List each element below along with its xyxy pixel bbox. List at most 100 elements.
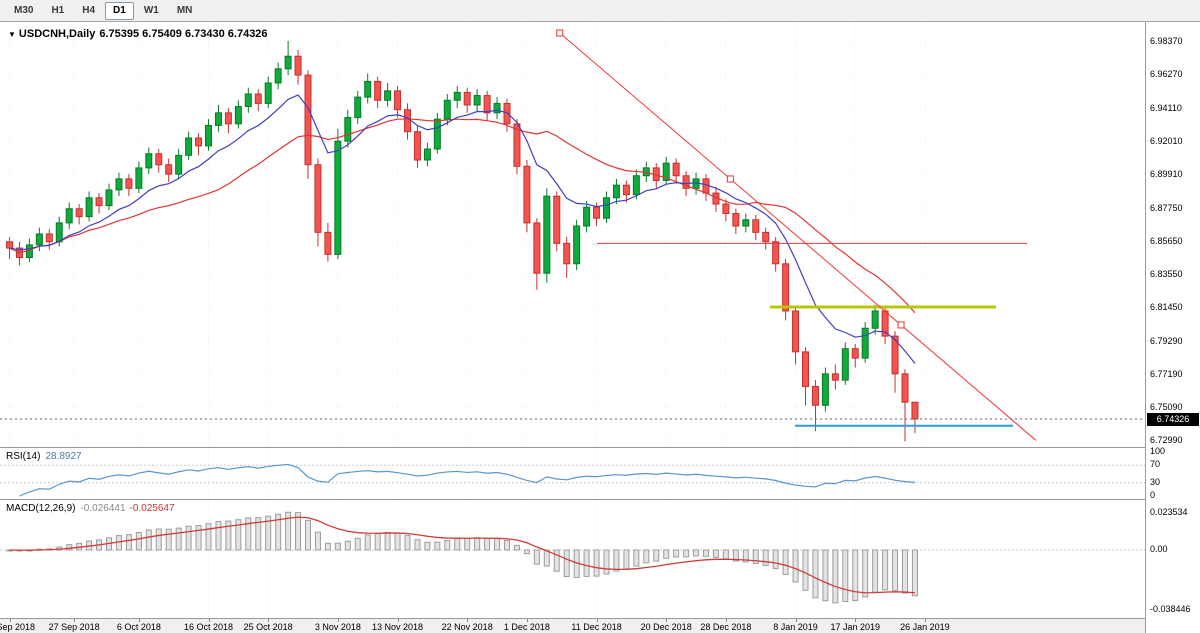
- date-tick: [795, 619, 797, 622]
- timeframe-button-m30[interactable]: M30: [14, 4, 34, 16]
- rsi-indicator-panel[interactable]: RSI(14) 28.8927: [0, 447, 1145, 499]
- macd-histogram-bar: [374, 533, 381, 551]
- macd-histogram-bar: [464, 537, 471, 551]
- macd-histogram-bar: [245, 517, 252, 551]
- macd-indicator-panel[interactable]: MACD(12,26,9) -0.026441 -0.025647: [0, 499, 1145, 618]
- macd-histogram-bar: [593, 549, 600, 577]
- rsi-plot[interactable]: [0, 448, 1145, 499]
- macd-axis-label: 0.00: [1150, 544, 1168, 554]
- candle-up: [85, 197, 93, 218]
- macd-histogram-bar: [533, 549, 540, 565]
- candle-down: [503, 102, 511, 125]
- descending-trendline[interactable]: [559, 32, 1037, 441]
- price-axis-label: 6.72990: [1150, 435, 1183, 446]
- candle-down: [891, 335, 899, 375]
- candle-up: [284, 55, 292, 70]
- candle-down: [792, 310, 800, 353]
- date-tick: [337, 619, 339, 622]
- macd-histogram-bar: [523, 549, 530, 555]
- candle-down: [772, 241, 780, 265]
- timeframe-button-d1[interactable]: D1: [105, 1, 134, 20]
- candle-up: [861, 327, 869, 359]
- date-tick: [924, 619, 926, 622]
- candle-up: [493, 102, 501, 114]
- candle-up: [583, 206, 591, 227]
- macd-histogram-bar: [354, 537, 361, 551]
- candle-down: [802, 351, 809, 387]
- macd-histogram-bar: [404, 534, 411, 551]
- candle-up: [334, 140, 342, 255]
- candle-up: [135, 167, 143, 189]
- timeframe-button-h4[interactable]: H4: [82, 4, 96, 16]
- time-axis[interactable]: 18 Sep 2018 27 Sep 2018 6 Oct 2018 16 Oct 2…: [0, 618, 1145, 633]
- rsi-line: [19, 463, 915, 497]
- macd-plot[interactable]: [0, 500, 1145, 618]
- date-label: 25 Oct 2018: [243, 622, 293, 632]
- candle-up: [274, 68, 282, 84]
- timeframe-button-w1[interactable]: W1: [143, 4, 159, 16]
- date-label: 6 Oct 2018: [116, 622, 161, 632]
- trendline-handle[interactable]: [556, 29, 564, 37]
- macd-histogram-bar: [712, 549, 719, 558]
- date-label: 8 Jan 2019: [773, 622, 818, 632]
- macd-histogram-bar: [673, 549, 680, 558]
- candle-down: [732, 212, 740, 227]
- trendline-handle[interactable]: [726, 175, 734, 183]
- macd-histogram-bar: [195, 525, 202, 551]
- candle-up: [244, 93, 252, 108]
- macd-histogram-bar: [563, 549, 570, 578]
- candle-up: [344, 117, 352, 142]
- price-axis-label: 6.92010: [1150, 135, 1183, 146]
- price-axis[interactable]: 6.98370 6.96270 6.94110 6.92010 6.89910 6.877…: [1145, 22, 1200, 633]
- candle-down: [752, 219, 760, 233]
- candle-up: [354, 96, 362, 119]
- macd-histogram-bar: [862, 549, 869, 598]
- macd-name: MACD(12,26,9): [6, 503, 76, 514]
- candle-up: [214, 112, 222, 126]
- candle-down: [404, 109, 411, 133]
- macd-histogram-bar: [205, 523, 212, 551]
- date-tick: [9, 619, 11, 622]
- date-label: 11 Dec 2018: [571, 622, 622, 632]
- macd-histogram-bar: [683, 549, 690, 558]
- macd-histogram-bar: [275, 513, 282, 551]
- candle-up: [185, 137, 193, 156]
- main-chart-area[interactable]: ▼ USDCNH,Daily 6.75395 6.75409 6.73430 6.7…: [0, 22, 1145, 447]
- symbol-dropdown-icon[interactable]: ▼: [8, 30, 16, 39]
- candle-down: [6, 241, 13, 249]
- trendline-handle[interactable]: [897, 321, 905, 329]
- price-axis-label: 6.81450: [1150, 302, 1183, 313]
- macd-histogram-bar: [653, 549, 660, 562]
- candle-down: [901, 373, 909, 403]
- candle-down: [374, 80, 382, 101]
- rsi-value: 28.8927: [45, 451, 82, 462]
- candle-up: [264, 82, 272, 104]
- macd-axis-label: 0.023534: [1150, 507, 1188, 518]
- macd-histogram-bar: [633, 549, 640, 567]
- macd-histogram-bar: [145, 529, 152, 551]
- date-tick: [208, 619, 210, 622]
- macd-histogram-bar: [802, 549, 809, 591]
- macd-histogram-bar: [394, 532, 401, 551]
- macd-histogram-bar: [135, 532, 142, 551]
- macd-histogram-bar: [583, 549, 590, 577]
- candle-down: [533, 222, 541, 274]
- timeframe-button-h1[interactable]: H1: [51, 4, 65, 16]
- macd-histogram-bar: [175, 527, 182, 551]
- candle-down: [254, 93, 262, 104]
- price-axis-label: 6.85650: [1150, 235, 1183, 246]
- candle-up: [384, 90, 392, 101]
- candle-up: [145, 153, 153, 169]
- candlestick-plot[interactable]: [0, 22, 1145, 447]
- candle-down: [553, 195, 561, 244]
- candle-up: [662, 162, 670, 181]
- macd-histogram-bar: [314, 531, 321, 551]
- candle-up: [65, 208, 73, 224]
- candle-up: [433, 118, 441, 150]
- price-axis-label: 6.75090: [1150, 402, 1183, 413]
- candle-down: [483, 95, 491, 114]
- date-label: 1 Dec 2018: [503, 622, 550, 632]
- candle-down: [762, 231, 770, 243]
- candle-down: [125, 178, 133, 189]
- timeframe-button-mn[interactable]: MN: [176, 4, 193, 16]
